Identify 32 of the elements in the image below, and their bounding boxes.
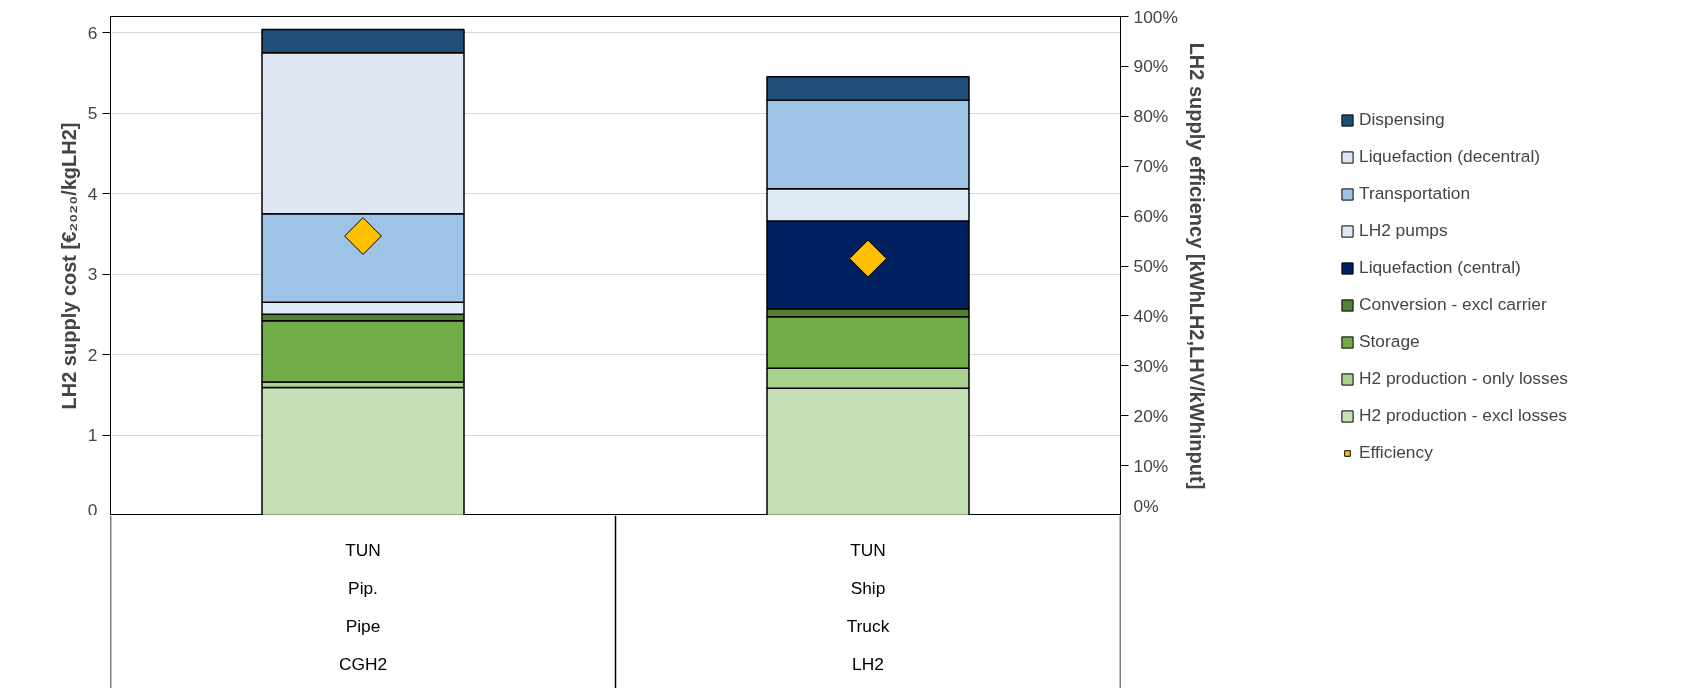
legend-label: H2 production - only losses xyxy=(1359,368,1569,389)
y2-tick-label: 60% xyxy=(1133,206,1169,227)
legend-label: Storage xyxy=(1359,331,1420,352)
y2-tick-label: 0% xyxy=(1133,495,1159,516)
x-tick-label: TUN Ship Truck LH2 xyxy=(846,540,890,675)
y2-tick-label: 70% xyxy=(1133,156,1169,177)
y2-tick-label: 30% xyxy=(1133,355,1169,376)
y2-tick-label: 100% xyxy=(1133,6,1178,27)
legend-label: Liquefaction (central) xyxy=(1359,257,1521,278)
legend-label: Liquefaction (decentral) xyxy=(1359,146,1541,167)
y2-tick-label: 20% xyxy=(1133,405,1169,426)
legend-label: Transportation xyxy=(1359,183,1471,204)
legend-label: LH2 pumps xyxy=(1359,220,1448,241)
y2-tick-label: 80% xyxy=(1133,106,1169,127)
y2-tick-label: 90% xyxy=(1133,56,1169,77)
legend-label: Conversion - excl carrier xyxy=(1359,294,1547,315)
y-tick-label: 1 xyxy=(87,425,98,446)
y-axis-title: LH2 supply cost [€₂₀₂₀/kgLH2] xyxy=(57,122,80,410)
y-tick-label: 5 xyxy=(87,103,98,124)
y-tick-label: 2 xyxy=(87,344,98,365)
y2-tick-label: 40% xyxy=(1133,305,1169,326)
y2-axis-title: LH2 supply efficiency [kWhLH2,LHV/kWhinput] xyxy=(1185,42,1208,490)
y2-tick-label: 10% xyxy=(1133,455,1169,476)
legend-label: H2 production - excl losses xyxy=(1359,405,1568,426)
y-tick-label: 0 xyxy=(87,499,98,520)
legend-label: Efficiency xyxy=(1359,442,1433,463)
y-tick-label: 4 xyxy=(87,183,98,204)
legend-label: Dispensing xyxy=(1359,109,1445,130)
y-tick-label: 3 xyxy=(87,264,98,285)
y2-tick-label: 50% xyxy=(1133,256,1169,276)
y-tick-label: 6 xyxy=(87,22,98,43)
x-tick-label: TUN Pip. Pipe CGH2 xyxy=(338,540,388,675)
